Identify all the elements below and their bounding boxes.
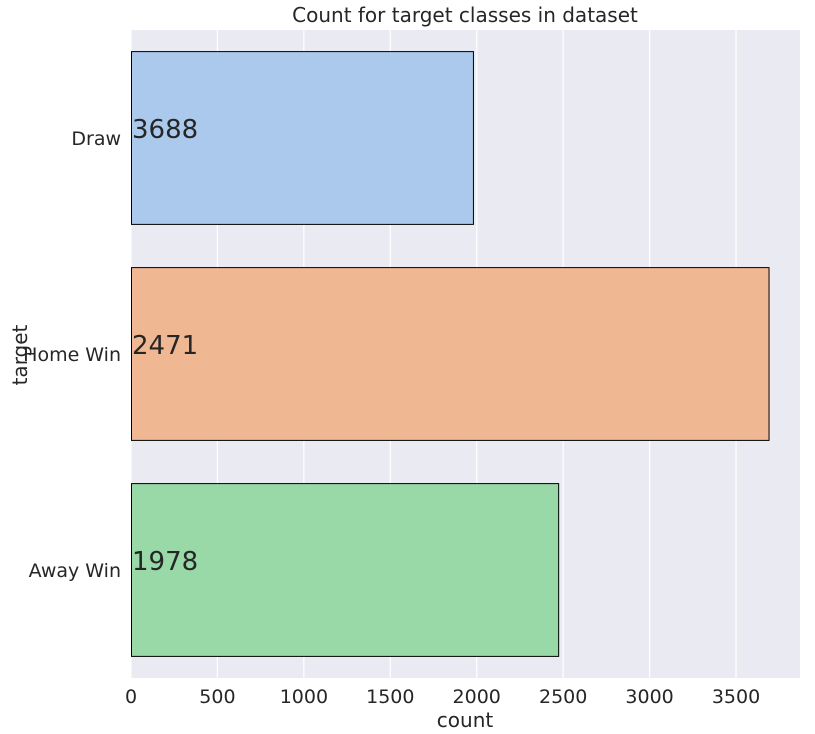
y-axis-label: target	[8, 324, 32, 385]
x-tick-label: 1500	[366, 686, 414, 708]
bar-value-label: 3688	[132, 115, 198, 145]
bar-labels: 3688 2471 1978	[132, 115, 198, 577]
x-tick-labels: 0 500 1000 1500 2000 2500 3000 3500	[125, 686, 760, 708]
x-tick-label: 2000	[453, 686, 501, 708]
x-tick-label: 0	[125, 686, 137, 708]
x-tick-label: 500	[199, 686, 235, 708]
bar-value-label: 1978	[132, 547, 198, 577]
y-tick-labels: Draw Home Win Away Win	[23, 128, 121, 582]
bars	[131, 51, 770, 657]
x-tick-label: 1000	[280, 686, 328, 708]
x-tick-label: 3500	[712, 686, 760, 708]
bar-draw	[131, 51, 474, 225]
x-tick-label: 2500	[539, 686, 587, 708]
x-tick-label: 3000	[625, 686, 673, 708]
bar-away-win	[131, 483, 560, 657]
x-axis-label: count	[437, 708, 494, 732]
chart-title: Count for target classes in dataset	[292, 3, 638, 27]
bar-value-label: 2471	[132, 331, 198, 361]
y-tick-label: Away Win	[29, 560, 121, 582]
y-tick-label: Draw	[71, 128, 121, 150]
y-tick-label: Home Win	[23, 344, 121, 366]
bar-home-win	[131, 267, 770, 441]
